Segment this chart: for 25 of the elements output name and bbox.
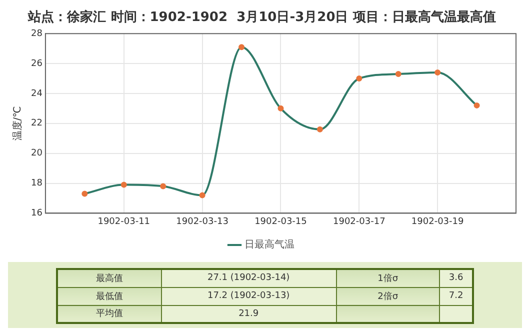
y-tick-label: 24 (31, 88, 43, 99)
text: 1倍σ (336, 269, 440, 287)
x-tick-label: 1902-03-13 (176, 216, 228, 227)
y-tick-label: 20 (31, 148, 43, 159)
text: 平均值 (57, 305, 162, 323)
text: 最高值 (57, 269, 162, 287)
text: 7.2 (440, 287, 473, 305)
x-tick-label: 1902-03-11 (98, 216, 150, 227)
text: 17.2 (1902-03-13) (161, 287, 336, 305)
y-tick-label: 18 (31, 178, 43, 189)
text: 27.1 (1902-03-14) (161, 269, 336, 287)
text: 最低值 (57, 287, 162, 305)
y-tick-label: 16 (31, 208, 43, 219)
y-tick-label: 22 (31, 118, 42, 129)
text: 3.6 (440, 269, 473, 287)
y-tick-label: 26 (31, 58, 43, 69)
x-tick-label: 1902-03-17 (332, 216, 386, 227)
x-tick-label: 1902-03-15 (254, 216, 307, 227)
y-tick-label: 28 (31, 28, 43, 39)
x-tick-label: 1902-03-19 (411, 216, 464, 227)
y-axis-title: 温度/℃ (12, 106, 24, 141)
text: 21.9 (161, 305, 336, 323)
chart-title: 站点：徐家汇 时间：1902-1902 3月10日-3月20日 项目：日最高气温最高值 (27, 9, 496, 26)
legend-label: 日最高气温 (244, 238, 294, 251)
text: 2倍σ (336, 287, 440, 305)
